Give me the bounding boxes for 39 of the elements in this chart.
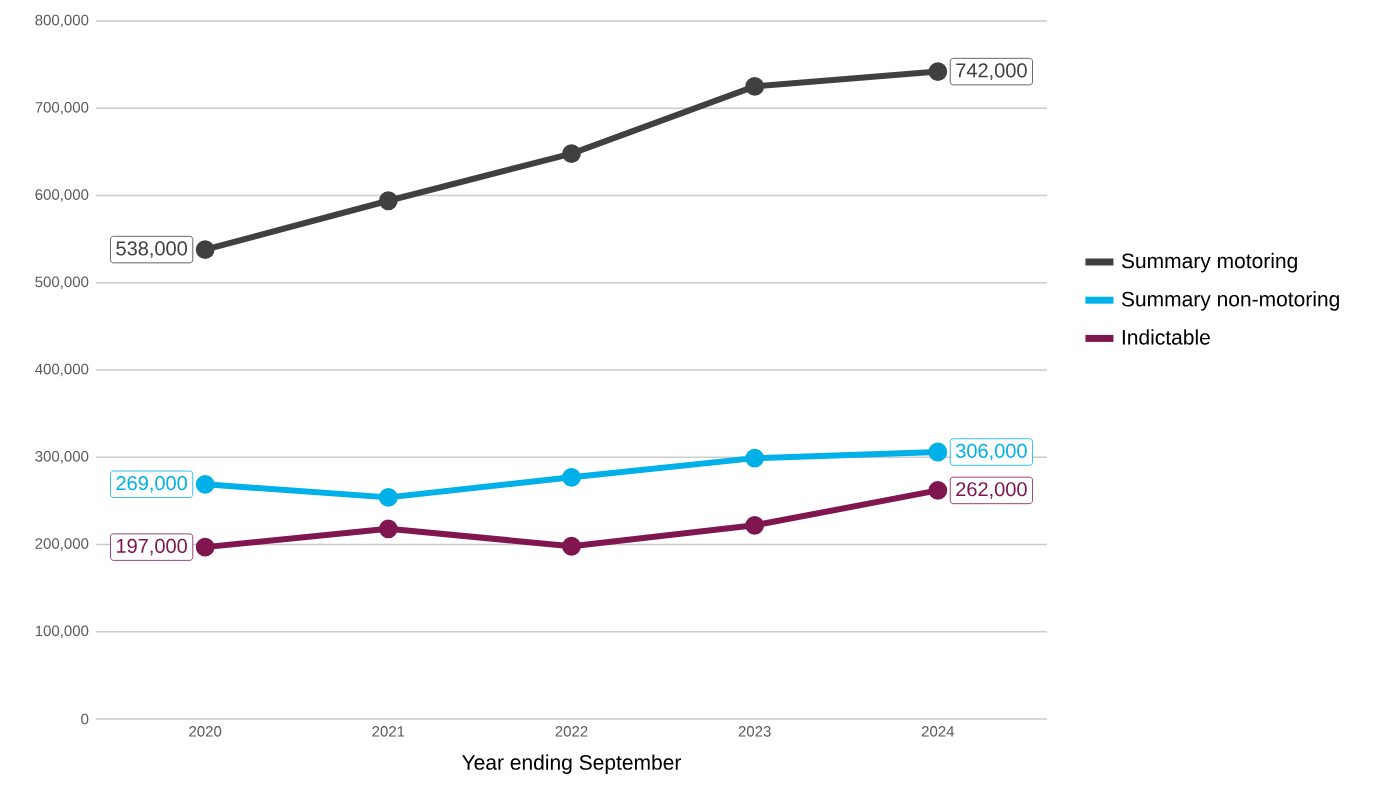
- legend-label: Summary non-motoring: [1121, 291, 1339, 311]
- x-tick-label: 2023: [738, 726, 771, 737]
- data-label: 262,000: [956, 482, 1027, 499]
- point: [928, 62, 948, 81]
- data-label: 197,000: [117, 538, 187, 556]
- point: [378, 519, 398, 539]
- y-tick-label: 600,000: [35, 189, 89, 202]
- x-axis-title: Year ending September: [462, 754, 682, 774]
- y-tick-label: 500,000: [35, 276, 89, 289]
- y-tick-label: 700,000: [35, 102, 89, 115]
- point: [745, 448, 765, 468]
- point: [928, 442, 948, 462]
- y-tick-label: 200,000: [35, 538, 89, 551]
- y-tick-label: 400,000: [35, 363, 89, 377]
- point: [928, 481, 948, 500]
- data-label: 269,000: [116, 476, 187, 493]
- y-tick-label: 800,000: [35, 14, 89, 28]
- y-tick-label: 100,000: [35, 625, 89, 638]
- x-tick-label: 2020: [189, 726, 222, 737]
- data-label: 538,000: [116, 241, 187, 258]
- data-label: 306,000: [956, 443, 1027, 461]
- point: [562, 536, 581, 556]
- x-tick-label: 2022: [555, 726, 588, 737]
- point: [378, 191, 398, 211]
- point: [195, 474, 215, 494]
- x-tick-label: 2021: [372, 726, 405, 737]
- point: [562, 144, 581, 164]
- y-tick-label: 0: [81, 713, 89, 725]
- point: [195, 240, 215, 259]
- point: [745, 77, 765, 96]
- data-label: 742,000: [956, 63, 1027, 80]
- x-tick-label: 2024: [921, 726, 955, 737]
- legend-label: Indictable: [1122, 329, 1210, 345]
- point: [195, 537, 215, 557]
- point: [562, 467, 581, 487]
- point: [378, 487, 398, 507]
- point: [745, 515, 765, 535]
- y-tick-label: 300,000: [35, 451, 89, 464]
- legend-label: Summary motoring: [1121, 252, 1297, 273]
